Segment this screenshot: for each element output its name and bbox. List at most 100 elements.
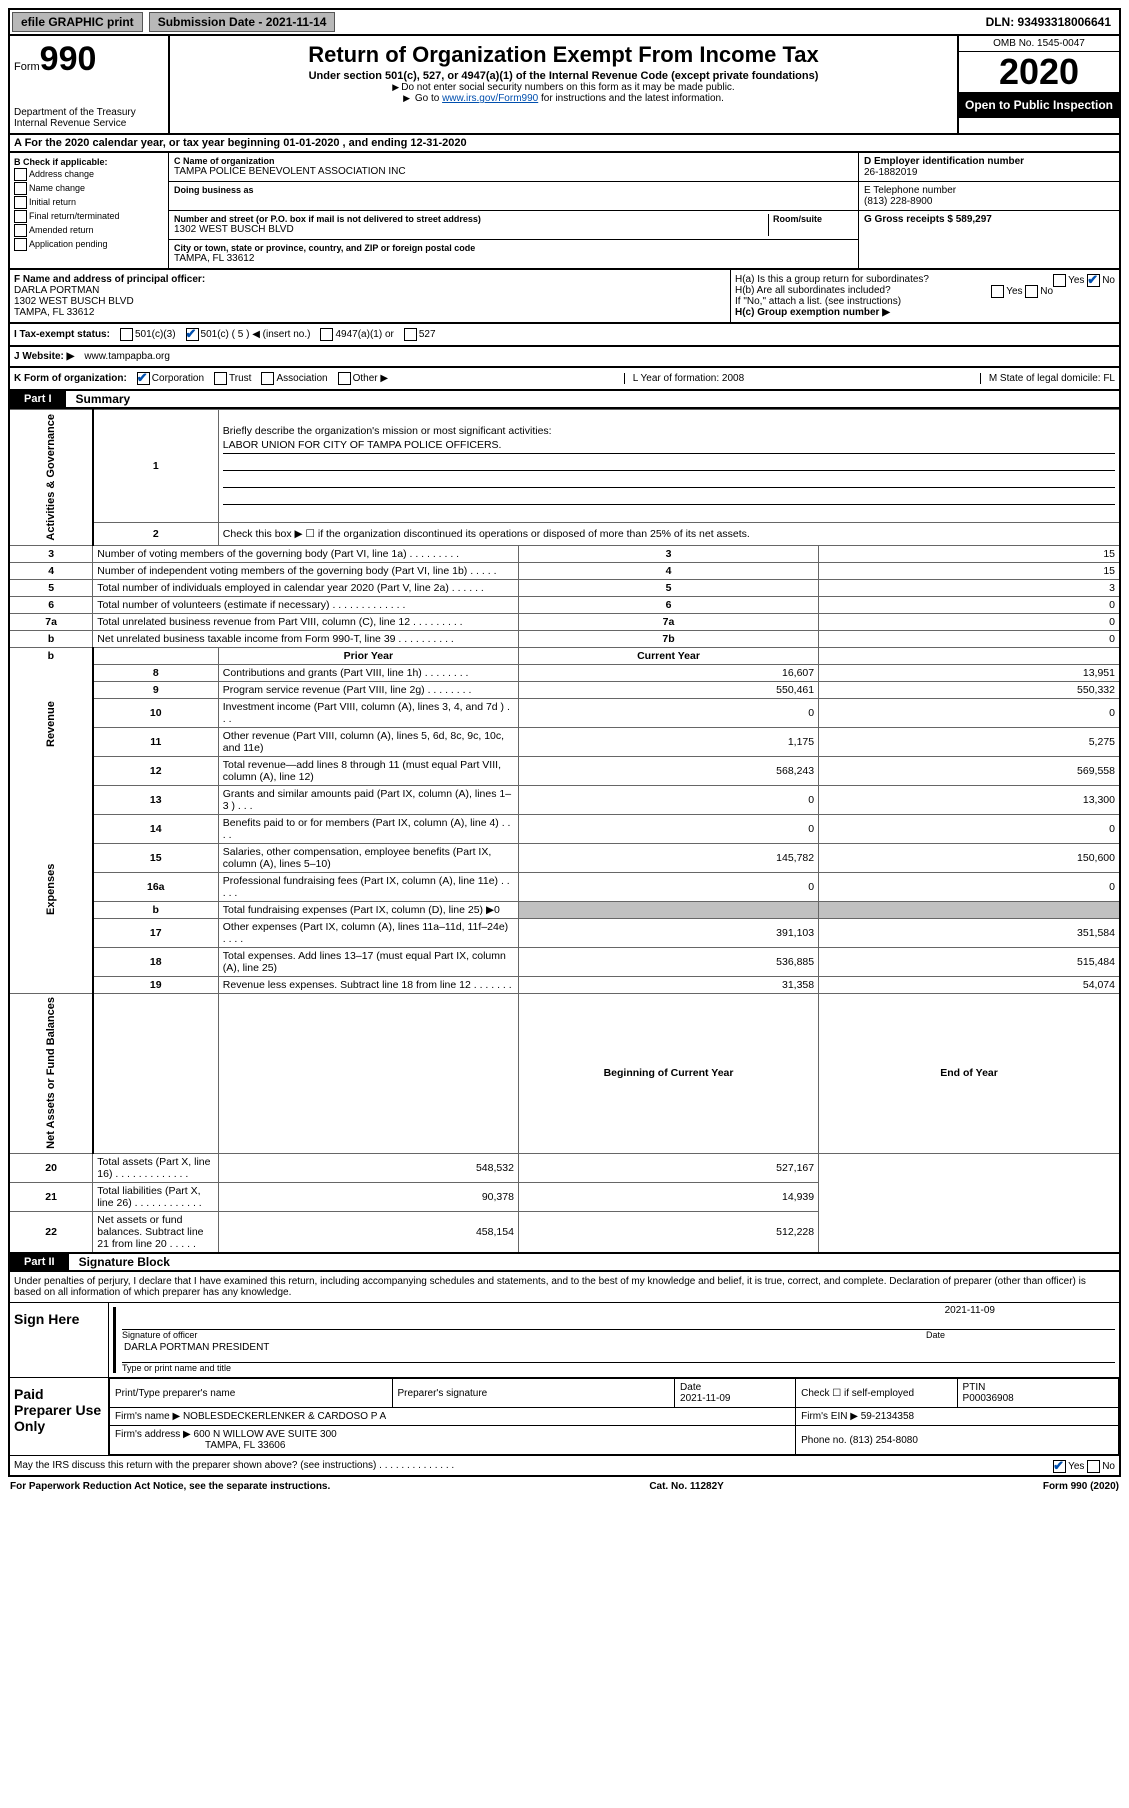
sig-date: 2021-11-09 bbox=[945, 1305, 995, 1316]
line-14-curr: 0 bbox=[819, 814, 1120, 843]
ptin-label: PTIN bbox=[963, 1382, 1113, 1393]
hdr-prior-year: Prior Year bbox=[218, 647, 518, 664]
omb-number: OMB No. 1545-0047 bbox=[959, 36, 1119, 52]
line-9-curr: 550,332 bbox=[819, 681, 1120, 698]
form-subtitle: Under section 501(c), 527, or 4947(a)(1)… bbox=[174, 70, 953, 82]
cb-corporation[interactable]: Corporation bbox=[137, 372, 204, 385]
l-year-formation: L Year of formation: 2008 bbox=[624, 373, 744, 384]
line-18-curr: 515,484 bbox=[819, 947, 1120, 976]
h-b-note: If "No," attach a list. (see instruction… bbox=[735, 296, 1115, 307]
ptin-value: P00036908 bbox=[963, 1393, 1113, 1404]
cb-address-change[interactable]: Address change bbox=[14, 168, 164, 181]
note-instructions: Go to www.irs.gov/Form990 for instructio… bbox=[174, 93, 953, 104]
officer-label: F Name and address of principal officer: bbox=[14, 274, 726, 285]
line-6-desc: Total number of volunteers (estimate if … bbox=[93, 596, 519, 613]
line-b-desc: Net unrelated business taxable income fr… bbox=[93, 630, 519, 647]
line-7a-val: 0 bbox=[819, 613, 1120, 630]
cb-501c[interactable]: 501(c) ( 5 ) ◀ (insert no.) bbox=[186, 328, 311, 341]
line-4-num: 4 bbox=[9, 562, 93, 579]
line-12-curr: 569,558 bbox=[819, 756, 1120, 785]
cb-discuss-yes[interactable] bbox=[1053, 1460, 1066, 1473]
room-label: Room/suite bbox=[773, 214, 853, 224]
line-11-prior: 1,175 bbox=[518, 727, 818, 756]
cb-other[interactable]: Other ▶ bbox=[338, 372, 388, 385]
street-label: Number and street (or P.O. box if mail i… bbox=[174, 214, 768, 224]
line-1-num: 1 bbox=[93, 410, 219, 523]
submission-date-button[interactable]: Submission Date - 2021-11-14 bbox=[149, 12, 336, 32]
phone-value: (813) 254-8080 bbox=[850, 1435, 918, 1446]
line-2-desc: Check this box ▶ ☐ if the organization d… bbox=[218, 523, 1120, 545]
paid-preparer-table: Print/Type preparer's name Preparer's si… bbox=[109, 1378, 1119, 1455]
cb-association[interactable]: Association bbox=[261, 372, 327, 385]
col-b-checkboxes: B Check if applicable: Address change Na… bbox=[10, 153, 169, 268]
line-b-num: b bbox=[9, 630, 93, 647]
line-1-desc: Briefly describe the organization's miss… bbox=[218, 410, 1120, 523]
blank-d bbox=[218, 993, 518, 1154]
line-16a-num: 16a bbox=[93, 872, 219, 901]
line-10-prior: 0 bbox=[518, 698, 818, 727]
phone-label: Phone no. bbox=[801, 1435, 847, 1446]
line-2-num: 2 bbox=[93, 523, 219, 545]
side-netassets: Net Assets or Fund Balances bbox=[9, 993, 93, 1154]
cb-discuss-no[interactable] bbox=[1087, 1460, 1100, 1473]
line-3-num: 3 bbox=[9, 545, 93, 562]
part1-header: Part I Summary bbox=[8, 391, 1121, 409]
line-9-num: 9 bbox=[93, 681, 219, 698]
blank-n bbox=[93, 993, 219, 1154]
line-21-beg: 90,378 bbox=[218, 1183, 518, 1212]
form-header: Form990 Department of the Treasury Inter… bbox=[8, 36, 1121, 135]
note-ssn: Do not enter social security numbers on … bbox=[174, 82, 953, 93]
part2-tag: Part II bbox=[10, 1254, 69, 1270]
cb-501c3[interactable]: 501(c)(3) bbox=[120, 328, 176, 341]
cb-application-pending[interactable]: Application pending bbox=[14, 238, 164, 251]
line-22-num: 22 bbox=[9, 1212, 93, 1254]
line-5-desc: Total number of individuals employed in … bbox=[93, 579, 519, 596]
line-8-curr: 13,951 bbox=[819, 664, 1120, 681]
line-15-desc: Salaries, other compensation, employee b… bbox=[218, 843, 518, 872]
prep-name-label: Print/Type preparer's name bbox=[115, 1388, 387, 1399]
cb-final-return[interactable]: Final return/terminated bbox=[14, 210, 164, 223]
line-13-num: 13 bbox=[93, 785, 219, 814]
cb-name-change[interactable]: Name change bbox=[14, 182, 164, 195]
line-8-desc: Contributions and grants (Part VIII, lin… bbox=[218, 664, 518, 681]
taxexempt-label: I Tax-exempt status: bbox=[14, 329, 110, 340]
irs-discuss-row: May the IRS discuss this return with the… bbox=[10, 1455, 1119, 1475]
line-12-prior: 568,243 bbox=[518, 756, 818, 785]
dept-label: Department of the Treasury Internal Reve… bbox=[14, 107, 164, 129]
officer-signature-line[interactable]: 2021-11-09 bbox=[122, 1307, 1115, 1330]
line-10-curr: 0 bbox=[819, 698, 1120, 727]
cb-4947[interactable]: 4947(a)(1) or bbox=[320, 328, 393, 341]
line-17-curr: 351,584 bbox=[819, 918, 1120, 947]
cb-amended-return[interactable]: Amended return bbox=[14, 224, 164, 237]
firm-addr1: 600 N WILLOW AVE SUITE 300 bbox=[194, 1429, 337, 1440]
mission-text: LABOR UNION FOR CITY OF TAMPA POLICE OFF… bbox=[223, 439, 1115, 454]
side-revenue: Revenue bbox=[9, 664, 93, 785]
line-12-desc: Total revenue—add lines 8 through 11 (mu… bbox=[218, 756, 518, 785]
irs-link[interactable]: www.irs.gov/Form990 bbox=[442, 93, 538, 104]
line-b-val: 0 bbox=[819, 630, 1120, 647]
m-state-domicile: M State of legal domicile: FL bbox=[980, 373, 1115, 384]
efile-button[interactable]: efile GRAPHIC print bbox=[12, 12, 143, 32]
side-governance: Activities & Governance bbox=[9, 410, 93, 546]
line-6-box: 6 bbox=[518, 596, 818, 613]
org-name: TAMPA POLICE BENEVOLENT ASSOCIATION INC bbox=[174, 166, 853, 177]
cb-initial-return[interactable]: Initial return bbox=[14, 196, 164, 209]
line-12-num: 12 bbox=[93, 756, 219, 785]
line-21-desc: Total liabilities (Part X, line 26) . . … bbox=[93, 1183, 219, 1212]
cb-trust[interactable]: Trust bbox=[214, 372, 251, 385]
prep-self-employed[interactable]: Check ☐ if self-employed bbox=[796, 1379, 957, 1408]
row-f-h: F Name and address of principal officer:… bbox=[8, 270, 1121, 324]
city-label: City or town, state or province, country… bbox=[174, 243, 853, 253]
line-22-end: 512,228 bbox=[518, 1212, 818, 1254]
line-20-end: 527,167 bbox=[518, 1154, 818, 1183]
line-b-desc: Total fundraising expenses (Part IX, col… bbox=[218, 901, 518, 918]
open-public: Open to Public Inspection bbox=[959, 92, 1119, 118]
signature-block: Under penalties of perjury, I declare th… bbox=[8, 1272, 1121, 1477]
line-5-num: 5 bbox=[9, 579, 93, 596]
website-label: J Website: ▶ bbox=[14, 351, 74, 362]
tel-value: (813) 228-8900 bbox=[864, 196, 1114, 207]
line-b-curr bbox=[819, 901, 1120, 918]
cb-527[interactable]: 527 bbox=[404, 328, 436, 341]
line-18-prior: 536,885 bbox=[518, 947, 818, 976]
row-k-form-org: K Form of organization: Corporation Trus… bbox=[8, 368, 1121, 391]
